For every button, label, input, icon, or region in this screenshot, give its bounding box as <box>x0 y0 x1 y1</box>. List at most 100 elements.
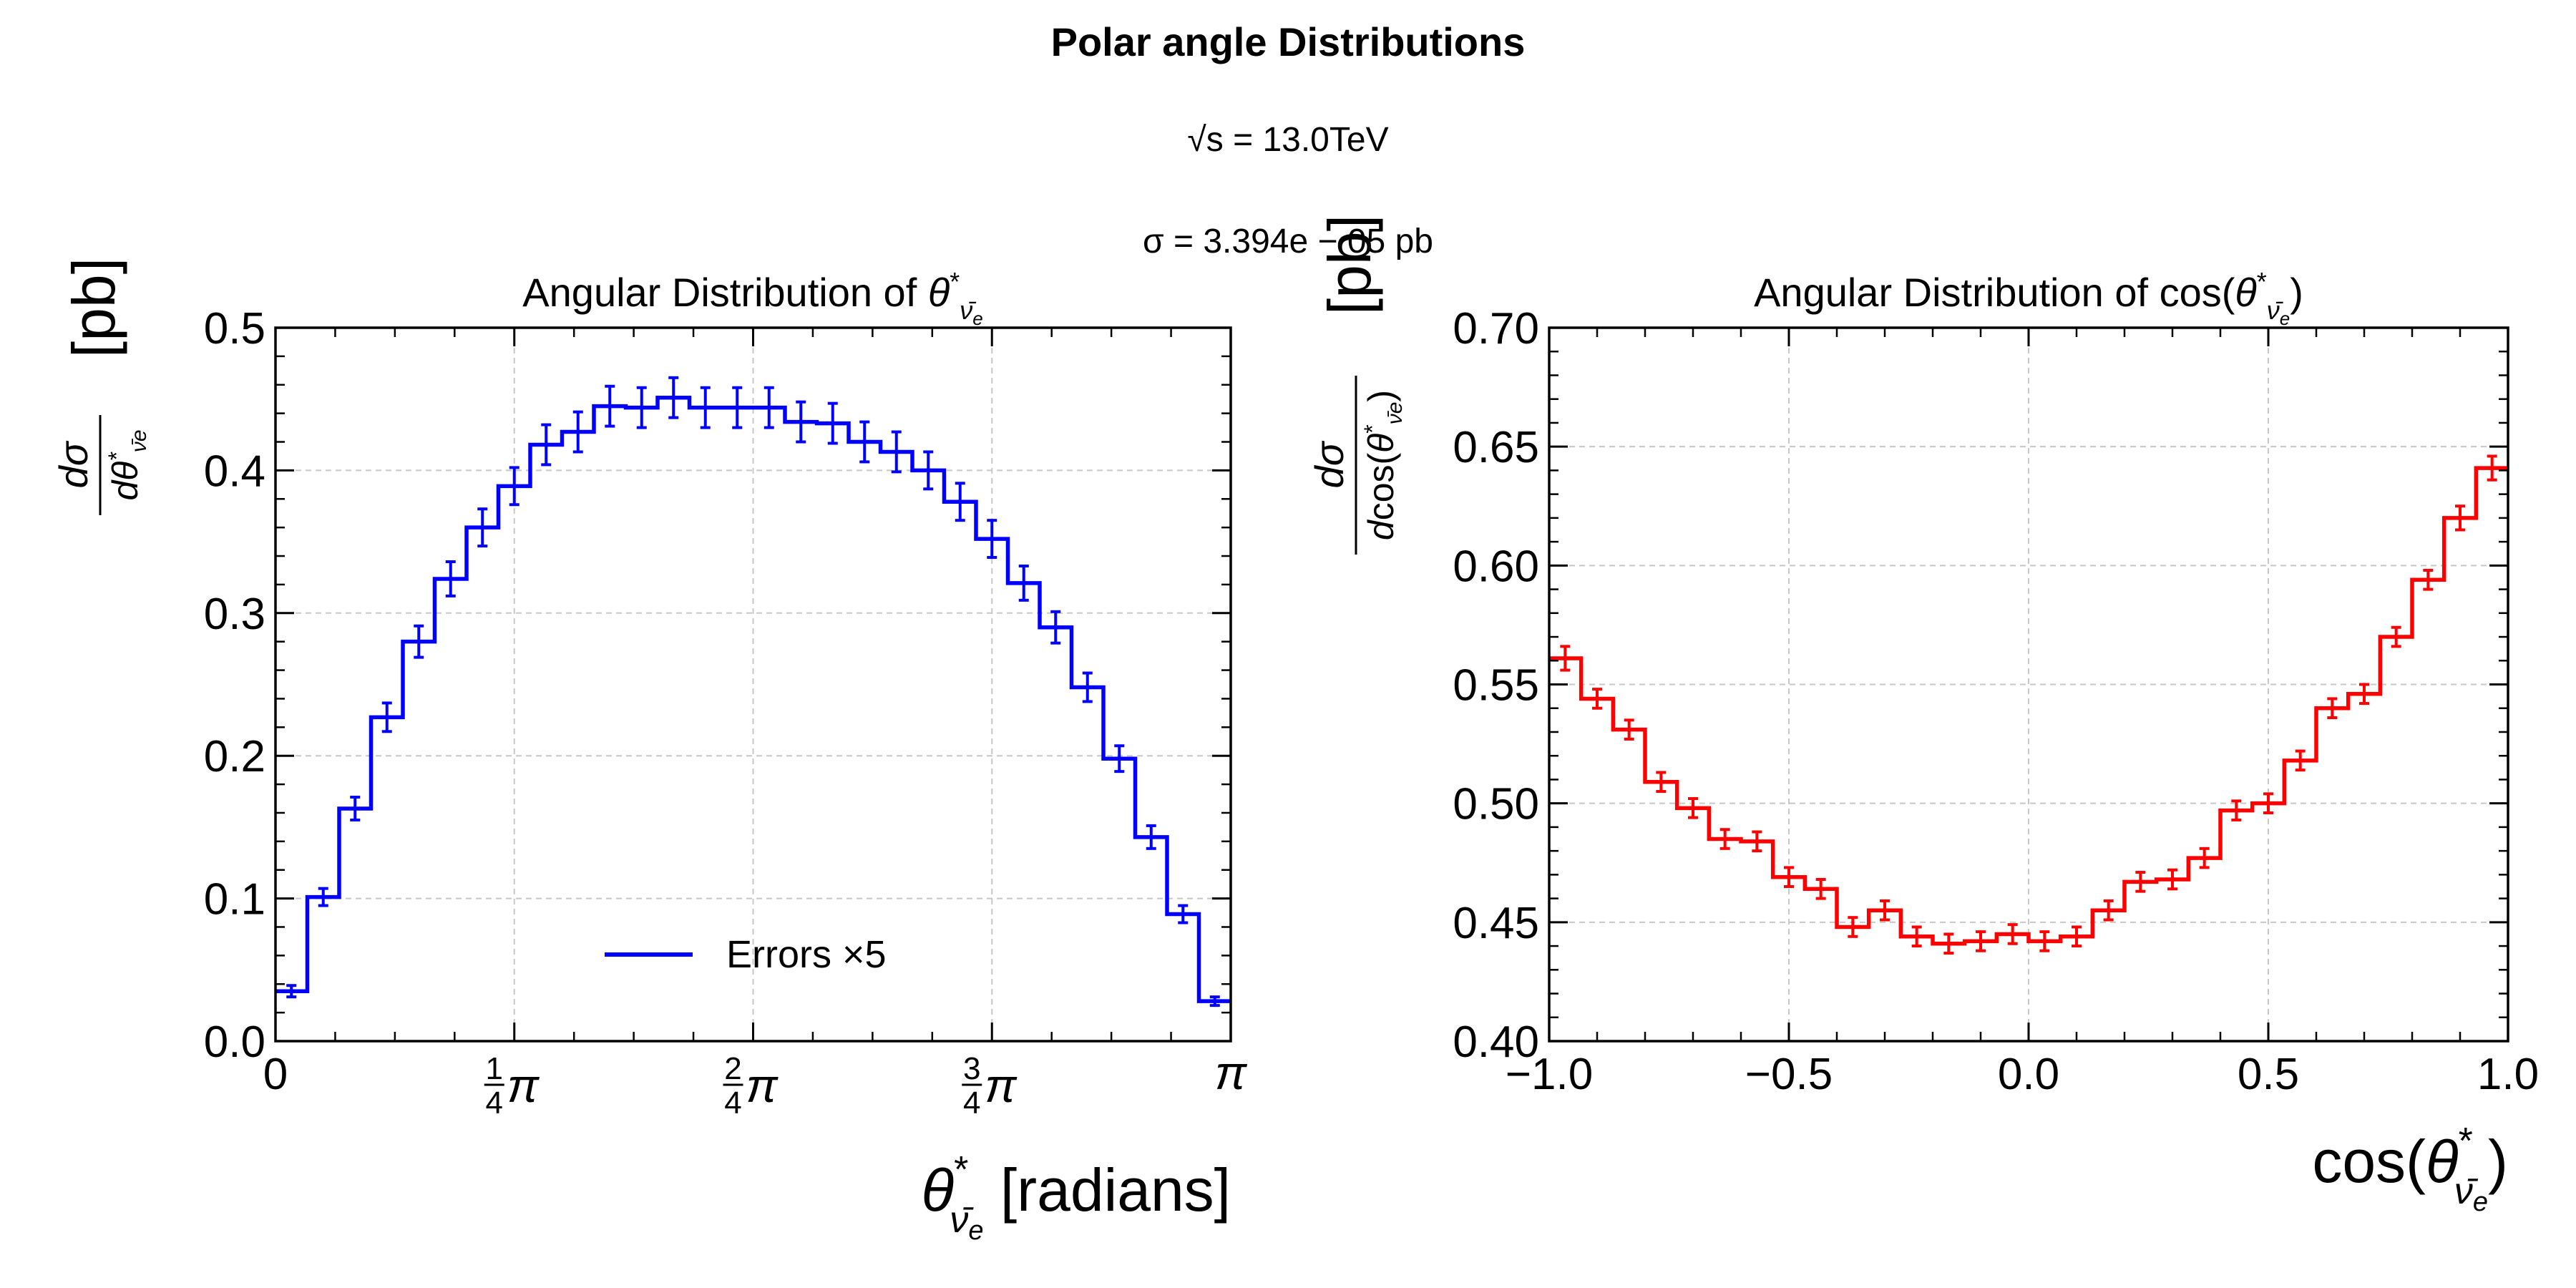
error-bar <box>2007 923 2018 945</box>
panel-1-ylabel: dσ dθ*ν̄e [pb] <box>51 258 151 515</box>
error-bar <box>987 519 997 560</box>
error-bar <box>2423 568 2434 591</box>
x-tick-label-num: 1 <box>486 1051 503 1086</box>
x-tick-label-num: 2 <box>724 1051 741 1086</box>
error-bar <box>1592 688 1602 710</box>
error-bar <box>1880 899 1890 922</box>
error-bar <box>923 450 934 491</box>
x-tick-label-text: π <box>1215 1046 1248 1099</box>
error-bar <box>414 624 424 659</box>
y-tick-label: 0.60 <box>1453 542 1539 591</box>
y-tick-label: 0.0 <box>204 1018 265 1067</box>
error-bar <box>2391 625 2401 648</box>
error-bar <box>2327 697 2338 720</box>
error-bar <box>2455 504 2465 532</box>
x-tick-label-pi: π <box>746 1059 779 1112</box>
error-bar <box>2487 454 2497 482</box>
panel-2-xlabel: cos(θ* ν̄e) <box>2312 1121 2508 1217</box>
x-tick-label-text: 0 <box>263 1050 288 1099</box>
legend: Errors ×5 <box>605 933 887 976</box>
error-bar <box>286 984 297 999</box>
error-bar <box>1114 744 1125 774</box>
error-bar <box>477 507 488 548</box>
x-tick-label: 0.0 <box>1998 1050 2059 1099</box>
energy-label: √s = 13.0TeV <box>1187 121 1389 159</box>
panel-2-title: Angular Distribution of cos(θ*ν̄e) <box>1754 267 2303 329</box>
y-tick-label: 0.55 <box>1453 661 1539 711</box>
error-bar <box>1560 645 1571 672</box>
error-bar <box>1688 797 1698 819</box>
error-bar <box>668 376 679 419</box>
x-tick-label-pi: π <box>507 1059 540 1112</box>
error-bar <box>1146 824 1156 850</box>
x-tick-label-den: 4 <box>963 1085 980 1121</box>
x-tick-label: 24 π <box>723 1051 779 1121</box>
error-bar <box>1911 925 1922 948</box>
figure-title: Polar angle Distributions <box>1050 19 1526 64</box>
error-bar <box>1752 830 1762 853</box>
error-bar <box>2039 930 2050 952</box>
error-bar <box>509 466 519 507</box>
error-bar <box>1815 878 1826 900</box>
error-bar <box>350 796 361 821</box>
x-tick-label: 34 π <box>962 1051 1018 1121</box>
panel-1-title: Angular Distribution of θ*ν̄e <box>522 267 982 329</box>
cos-theta-panel: 0.40 0.45 0.50 0.55 0.60 0.65 0.70 −1.0 −0.5 0.0 0… <box>1307 215 2539 1217</box>
error-bar <box>2359 683 2369 706</box>
error-bar <box>605 384 615 428</box>
error-bar <box>1848 916 1858 938</box>
x-tick-label-den: 4 <box>724 1085 741 1121</box>
error-bar <box>2231 799 2242 821</box>
error-bar <box>796 400 806 444</box>
ylabel-unit: [pb] <box>1316 215 1383 315</box>
error-bar <box>445 560 456 597</box>
error-bar <box>572 410 583 454</box>
error-bar <box>891 430 902 474</box>
x-tick-label-num: 3 <box>963 1051 980 1086</box>
x-tick-label: −0.5 <box>1745 1050 1833 1099</box>
error-bar <box>1050 610 1061 645</box>
y-tick-label: 0.5 <box>204 304 265 353</box>
error-bar <box>700 386 711 429</box>
y-tick-label: 0.1 <box>204 875 265 924</box>
error-bar <box>2199 847 2210 869</box>
y-tick-label: 0.50 <box>1453 780 1539 829</box>
x-tick-label-den: 4 <box>486 1085 503 1121</box>
error-bar <box>732 386 743 429</box>
error-bar <box>763 386 774 429</box>
y-tick-label: 0.45 <box>1453 899 1539 948</box>
y-tick-label: 0.3 <box>204 590 265 639</box>
x-tick-label: 0.5 <box>2238 1050 2299 1099</box>
error-bar <box>1624 718 1634 741</box>
error-bar <box>1784 866 1794 888</box>
error-bar <box>1178 904 1189 924</box>
y-tick-label: 0.65 <box>1453 423 1539 472</box>
x-tick-label: π <box>1215 1046 1248 1099</box>
error-bar <box>859 420 870 464</box>
y-tick-label: 0.70 <box>1453 304 1539 353</box>
x-tick-label-pi: π <box>985 1059 1018 1112</box>
panel-1-xlabel: θ* ν̄e [radians] <box>922 1149 1231 1246</box>
ylabel-unit: [pb] <box>60 258 127 358</box>
histogram-step-line <box>1549 466 2508 946</box>
error-bar <box>636 386 647 429</box>
error-bar <box>2263 792 2273 814</box>
y-tick-label: 0.4 <box>204 447 265 496</box>
ylabel-numerator: dσ <box>51 440 96 488</box>
ylabel-denominator: dcos(θ*ν̄e) <box>1360 390 1407 540</box>
error-bar <box>1656 771 1667 794</box>
y-tick-label: 0.2 <box>204 732 265 781</box>
y-tick-label: 0.40 <box>1453 1018 1539 1067</box>
error-bar <box>2072 925 2082 948</box>
error-bar <box>1719 828 1730 850</box>
error-bar <box>955 482 965 522</box>
error-bar <box>381 701 392 733</box>
error-bar <box>1082 671 1093 703</box>
error-bar <box>827 401 838 445</box>
ylabel-numerator: dσ <box>1307 440 1352 488</box>
error-bar <box>1209 995 1220 1008</box>
